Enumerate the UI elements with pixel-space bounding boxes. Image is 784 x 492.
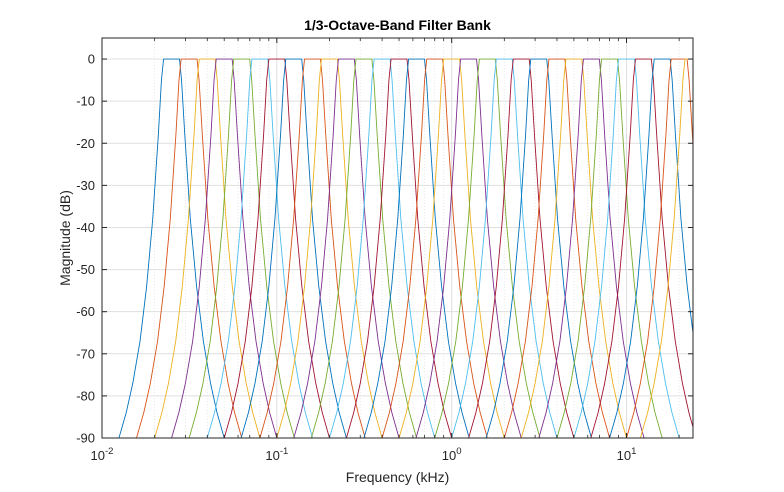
series-line-band-1 [118,58,225,438]
series-line-band-29 [609,58,693,438]
series-line-band-8 [240,58,347,438]
series-line-band-23 [503,58,611,438]
axes-box [101,37,694,439]
series-line-band-28 [590,58,693,438]
series-line-band-20 [451,58,558,438]
y-tick-label: 0 [88,52,95,67]
y-tick-label: -80 [76,388,95,403]
series-line-band-30 [626,58,693,438]
series-line-band-24 [520,58,627,438]
series-line-band-19 [434,58,541,438]
y-tick-label: -40 [76,220,95,235]
series-line-band-12 [310,58,418,438]
series-line-band-5 [188,58,295,438]
y-tick-label: -30 [76,178,95,193]
x-tick-label: 10-2 [91,446,114,463]
x-tick-label: 101 [617,446,637,463]
y-tick-label: -70 [76,346,95,361]
series-line-band-14 [345,58,453,438]
series-line-band-10 [276,58,383,438]
series-line-band-26 [556,58,663,438]
plot-area [102,38,693,438]
y-tick-label: -90 [76,431,95,446]
y-tick-label: -60 [76,304,95,319]
chart-title: 1/3-Octave-Band Filter Bank [304,17,491,33]
series-line-band-9 [259,58,366,438]
x-axis-label: Frequency (kHz) [346,469,449,485]
series-line-band-15 [363,58,470,438]
x-tick-label: 10-1 [265,446,288,463]
series-line-band-6 [206,58,313,438]
y-tick-label: -20 [76,136,95,151]
series-line-band-25 [538,58,645,438]
series-line-band-18 [415,58,522,438]
series-line-band-4 [171,58,278,438]
series-line-band-2 [136,58,243,438]
series-line-band-31 [639,58,693,438]
series-line-band-21 [468,58,575,438]
y-tick-label: -10 [76,94,95,109]
series-line-band-3 [154,58,261,438]
series-group [118,58,693,438]
y-tick-label: -50 [76,262,95,277]
series-line-band-17 [398,58,505,438]
series-line-band-11 [293,58,400,438]
x-tick-label: 100 [442,446,462,463]
y-axis-label: Magnitude (dB) [57,190,73,286]
series-line-band-16 [381,58,488,438]
series-line-band-27 [573,58,680,438]
series-line-band-7 [223,58,330,438]
series-line-band-22 [485,58,592,438]
series-line-band-13 [329,58,436,438]
